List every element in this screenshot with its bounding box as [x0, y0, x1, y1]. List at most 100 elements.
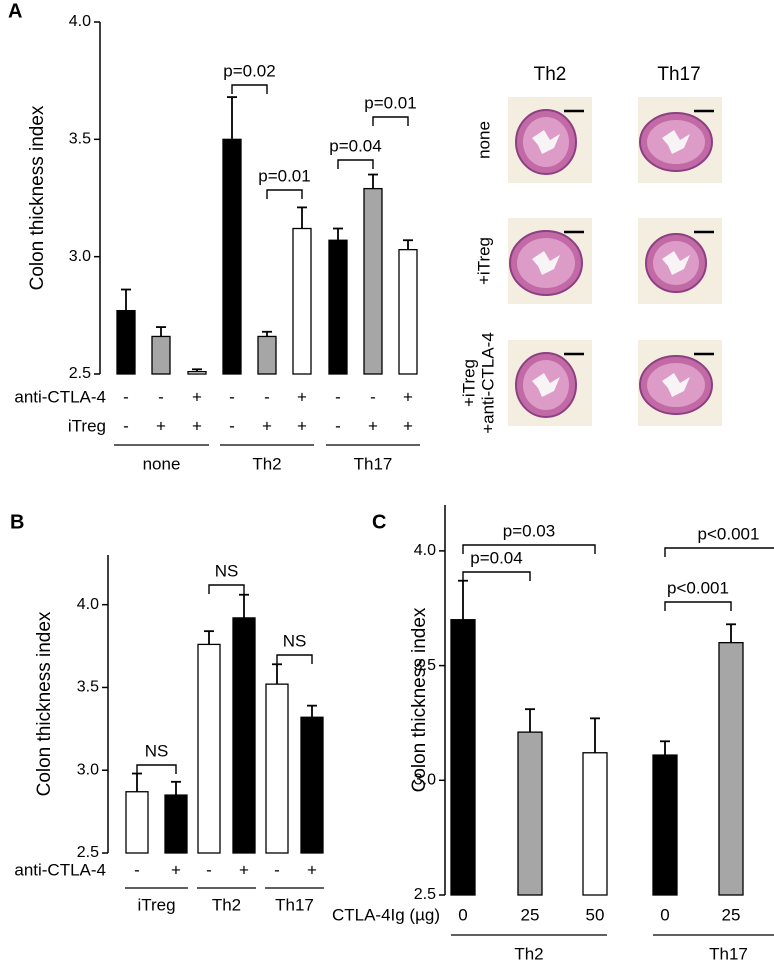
condition-label: CTLA-4Ig (µg) — [332, 905, 440, 924]
condition-mark: 25 — [521, 905, 540, 924]
condition-mark: - — [335, 387, 341, 406]
condition-label: anti-CTLA-4 — [14, 387, 106, 406]
panel-letter: A — [8, 0, 22, 22]
micrograph — [508, 218, 592, 304]
micrograph — [508, 340, 592, 426]
p-value: NS — [283, 631, 307, 650]
bar — [257, 335, 277, 375]
micrograph — [638, 340, 722, 426]
condition-mark: + — [239, 860, 249, 879]
y-axis-label: Colon thickness index — [34, 611, 55, 796]
condition-mark: - — [274, 860, 280, 879]
bracket — [372, 116, 409, 126]
p-value: p=0.02 — [223, 61, 275, 80]
lumen — [532, 130, 560, 154]
p-value: NS — [215, 561, 239, 580]
y-tick-label: 3.5 — [414, 657, 436, 674]
condition-mark: + — [297, 387, 307, 406]
p-value: NS — [145, 741, 169, 760]
micrograph — [638, 97, 722, 183]
y-tick-label: 4.0 — [77, 596, 99, 613]
condition-mark: + — [403, 387, 413, 406]
condition-mark: - — [123, 387, 129, 406]
p-value: p=0.04 — [329, 136, 381, 155]
condition-mark: 25 — [722, 905, 741, 924]
p-value: p<0.001 — [698, 524, 760, 543]
lumen — [662, 373, 690, 397]
condition-mark: - — [158, 387, 164, 406]
y-tick-label: 3.0 — [77, 761, 99, 778]
condition-mark: - — [134, 860, 140, 879]
condition-mark: - — [335, 416, 341, 435]
condition-mark: 50 — [586, 905, 605, 924]
bracket — [276, 654, 313, 664]
bar — [197, 643, 221, 854]
bar — [116, 309, 136, 375]
p-value: p=0.01 — [364, 93, 416, 112]
row-label: +iTreg — [474, 237, 493, 285]
bar — [652, 754, 678, 896]
bar — [164, 794, 188, 854]
group-label: iTreg — [137, 895, 175, 914]
p-value: p=0.04 — [470, 548, 522, 567]
bracket — [664, 547, 774, 557]
condition-mark: - — [229, 416, 235, 435]
lumen — [532, 251, 560, 275]
condition-label: iTreg — [68, 416, 106, 435]
bracket — [664, 601, 732, 611]
condition-mark: + — [403, 416, 413, 435]
p-value: p<0.001 — [667, 578, 729, 597]
bar — [718, 641, 744, 896]
bar — [300, 716, 324, 854]
p-value: p=0.01 — [258, 166, 310, 185]
group-label: Th2 — [252, 454, 281, 473]
condition-mark: + — [262, 416, 272, 435]
condition-mark: + — [192, 387, 202, 406]
y-tick-label: 3.0 — [69, 248, 91, 265]
condition-mark: + — [156, 416, 166, 435]
column-label: Th2 — [534, 64, 567, 85]
condition-mark: + — [171, 860, 181, 879]
condition-mark: - — [229, 387, 235, 406]
column-label: Th17 — [657, 64, 700, 85]
condition-mark: + — [297, 416, 307, 435]
group-label: Th17 — [275, 895, 314, 914]
bracket — [136, 764, 177, 774]
bar — [187, 371, 207, 375]
row-label: +iTreg — [459, 359, 478, 407]
bracket — [337, 159, 374, 169]
condition-mark: - — [206, 860, 212, 879]
y-axis-label: Colon thickness index — [409, 607, 430, 792]
bar — [125, 791, 149, 854]
y-tick-label: 2.5 — [414, 886, 436, 903]
y-tick-label: 2.5 — [77, 844, 99, 861]
lumen — [662, 130, 690, 154]
bracket — [208, 584, 245, 594]
bracket — [462, 544, 596, 554]
condition-mark: + — [192, 416, 202, 435]
condition-mark: - — [370, 387, 376, 406]
y-tick-label: 3.5 — [69, 131, 91, 148]
condition-label: anti-CTLA-4 — [14, 860, 106, 879]
y-tick-label: 4.0 — [69, 13, 91, 30]
y-tick-label: 2.5 — [69, 365, 91, 382]
lumen — [662, 251, 690, 275]
lumen — [532, 373, 560, 397]
y-tick-label: 3.0 — [414, 772, 436, 789]
micrograph — [638, 218, 722, 304]
bar — [517, 731, 543, 896]
bar — [265, 683, 289, 854]
bar — [328, 239, 348, 375]
panel-letter: C — [372, 511, 386, 533]
panel-letter: B — [10, 511, 24, 533]
group-label: none — [143, 454, 181, 473]
condition-mark: - — [264, 387, 270, 406]
bracket — [231, 84, 268, 94]
y-tick-label: 4.0 — [414, 542, 436, 559]
condition-mark: + — [368, 416, 378, 435]
group-label: Th17 — [354, 454, 393, 473]
row-label: none — [474, 121, 493, 159]
bar — [582, 752, 608, 896]
group-label: Th17 — [709, 944, 748, 963]
